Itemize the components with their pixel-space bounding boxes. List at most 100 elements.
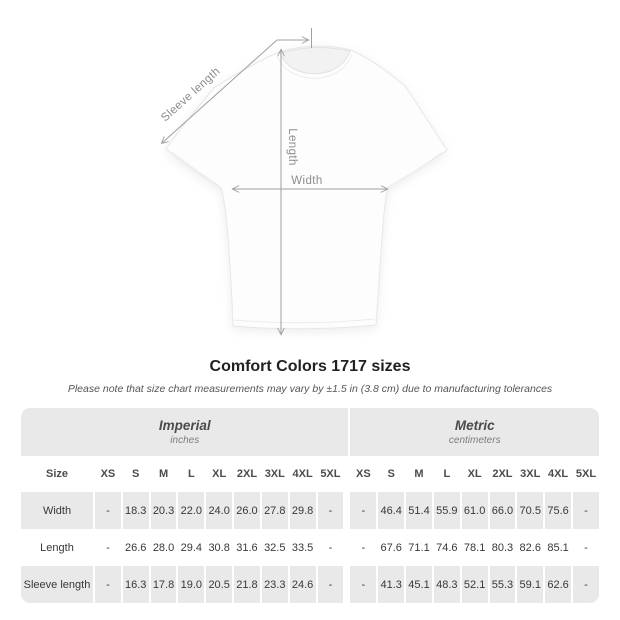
value-cell: 19.0: [178, 566, 205, 603]
value-cell: 75.6: [545, 492, 571, 529]
value-cell: -: [317, 566, 344, 603]
value-cell: 55.3: [489, 566, 516, 603]
width-row: Width - 18.3 20.3 22.0 24.0 26.0 27.8 29…: [21, 492, 599, 529]
size-cell: 2XL: [489, 456, 516, 492]
value-cell: 33.5: [289, 529, 316, 566]
value-cell: -: [95, 492, 121, 529]
tshirt-measurement-diagram: Sleeve length Length Width: [159, 28, 448, 356]
value-cell: 52.1: [461, 566, 488, 603]
section-spacer: [345, 492, 348, 529]
size-cell: L: [178, 456, 205, 492]
imperial-unit: inches: [170, 434, 200, 446]
value-cell: 71.1: [406, 529, 432, 566]
value-cell: 66.0: [489, 492, 516, 529]
value-cell: 32.5: [261, 529, 288, 566]
value-cell: 80.3: [489, 529, 516, 566]
value-cell: -: [317, 529, 344, 566]
page-title: Comfort Colors 1717 sizes: [209, 358, 411, 375]
value-cell: 31.6: [234, 529, 260, 566]
value-cell: 61.0: [461, 492, 488, 529]
tshirt-right-cuff-seam: [391, 152, 442, 186]
value-cell: 28.0: [150, 529, 177, 566]
value-cell: 21.8: [234, 566, 260, 603]
section-spacer: [345, 529, 348, 566]
value-cell: -: [317, 492, 344, 529]
value-cell: -: [95, 566, 121, 603]
value-cell: 67.6: [378, 529, 405, 566]
size-cell: XL: [461, 456, 488, 492]
size-cell: XS: [350, 456, 377, 492]
value-cell: 46.4: [378, 492, 405, 529]
value-cell: 48.3: [433, 566, 460, 603]
sleeve-length-line: [162, 40, 308, 143]
tshirt-left-cuff-seam: [171, 151, 219, 186]
size-cell: 2XL: [234, 456, 260, 492]
size-cell: M: [406, 456, 432, 492]
size-column-header: Size: [21, 456, 93, 492]
value-cell: 82.6: [517, 529, 544, 566]
metric-unit: centimeters: [448, 434, 501, 446]
value-cell: 23.3: [261, 566, 288, 603]
value-cell: 26.6: [122, 529, 149, 566]
sleeve-length-row: Sleeve length - 16.3 17.8 19.0 20.5 21.8…: [21, 566, 599, 603]
section-spacer: [345, 566, 348, 603]
value-cell: 22.0: [178, 492, 205, 529]
row-label: Width: [21, 492, 93, 529]
value-cell: 85.1: [545, 529, 571, 566]
value-cell: -: [350, 529, 377, 566]
value-cell: 17.8: [150, 566, 177, 603]
value-cell: 20.5: [206, 566, 233, 603]
value-cell: 78.1: [461, 529, 488, 566]
value-cell: -: [572, 492, 599, 529]
metric-section-header: Metric centimeters: [350, 408, 599, 456]
value-cell: 29.4: [178, 529, 205, 566]
imperial-title: Imperial: [158, 417, 211, 433]
value-cell: -: [95, 529, 121, 566]
length-label: Length: [286, 128, 298, 166]
value-cell: 20.3: [150, 492, 177, 529]
size-cell: 4XL: [545, 456, 571, 492]
size-cell: XS: [95, 456, 121, 492]
value-cell: 59.1: [517, 566, 544, 603]
size-cell: 4XL: [289, 456, 316, 492]
imperial-section-header: Imperial inches: [21, 408, 349, 456]
value-cell: 45.1: [406, 566, 432, 603]
size-cell: S: [378, 456, 405, 492]
value-cell: 70.5: [517, 492, 544, 529]
size-cell: XL: [206, 456, 233, 492]
size-cell: 3XL: [261, 456, 288, 492]
tolerance-note: Please note that size chart measurements…: [67, 383, 553, 395]
value-cell: 24.0: [206, 492, 233, 529]
size-header-row: Size XS S M L XL 2XL 3XL 4XL 5XL XS S M …: [21, 456, 599, 492]
value-cell: 55.9: [433, 492, 460, 529]
value-cell: -: [350, 566, 377, 603]
unit-header-row: Imperial inches Metric centimeters: [21, 408, 599, 456]
row-label: Length: [21, 529, 93, 566]
tshirt-hem-seam: [233, 318, 376, 324]
metric-title: Metric: [454, 417, 495, 433]
size-cell: 5XL: [317, 456, 344, 492]
value-cell: 27.8: [261, 492, 288, 529]
value-cell: 41.3: [378, 566, 405, 603]
value-cell: 29.8: [289, 492, 316, 529]
size-table: Imperial inches Metric centimeters Size …: [19, 408, 601, 603]
row-label: Sleeve length: [21, 566, 93, 603]
value-cell: 62.6: [545, 566, 571, 603]
value-cell: -: [572, 566, 599, 603]
size-cell: L: [433, 456, 460, 492]
value-cell: 30.8: [206, 529, 233, 566]
value-cell: 18.3: [122, 492, 149, 529]
value-cell: 24.6: [289, 566, 316, 603]
length-row: Length - 26.6 28.0 29.4 30.8 31.6 32.5 3…: [21, 529, 599, 566]
value-cell: 74.6: [433, 529, 460, 566]
value-cell: 51.4: [406, 492, 432, 529]
width-label: Width: [291, 175, 322, 187]
size-cell: S: [122, 456, 149, 492]
value-cell: -: [572, 529, 599, 566]
size-cell: 5XL: [572, 456, 599, 492]
value-cell: 26.0: [234, 492, 260, 529]
size-cell: 3XL: [517, 456, 544, 492]
tshirt-illustration: [165, 45, 448, 330]
value-cell: -: [350, 492, 377, 529]
